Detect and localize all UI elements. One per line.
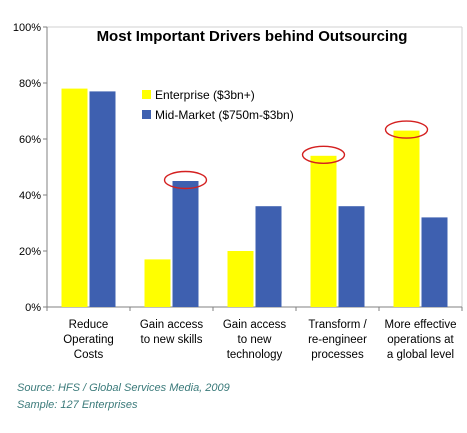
bar [421,217,448,307]
x-category-label-line: technology [227,349,283,361]
x-category-label-line: Costs [74,349,104,361]
x-category-label-line: Operating [63,334,114,346]
x-category-label: More effective operations at a global leve… [384,319,456,361]
legend-label: Mid-Market ($750m-$3bn) [155,108,294,122]
x-category-label-line: a global level [387,349,454,361]
bar [310,155,337,307]
chart-title: Most Important Drivers behind Outsourcin… [97,28,408,45]
x-category-label-line: More effective [384,319,456,331]
highlight-ellipse [301,145,346,165]
bar [338,206,365,307]
x-category-label: Reduce Operating Costs [63,319,114,361]
x-category-label-line: processes [311,349,364,361]
legend-label: Enterprise ($3bn+) [155,88,255,102]
x-category-label: Transform / re-engineer processes [308,319,367,361]
bar [255,206,282,307]
x-category-label-line: re-engineer [308,334,367,346]
y-tick-label: 100% [13,22,41,34]
y-tick-label: 80% [19,78,41,90]
x-category-label-line: Transform / [308,319,367,331]
x-category-label-line: to new skills [141,334,203,346]
legend-swatch [142,90,151,99]
highlight-ellipse [163,170,208,190]
y-tick-label: 60% [19,134,41,146]
x-category-label-line: Reduce [69,319,109,331]
x-category-label-line: Gain access [140,319,204,331]
source-note: Source: HFS / Global Services Media, 200… [17,382,230,394]
y-tick-label: 0% [25,302,41,314]
bar [144,259,171,307]
x-category-label-line: operations at [387,334,454,346]
category-labels: Reduce Operating Costs Gain access to new sk… [63,319,456,361]
bar [172,181,199,307]
bar-layer [61,88,448,308]
highlight-ellipse [384,120,429,139]
legend: Enterprise ($3bn+) Mid-Market ($750m-$3bn… [142,88,294,122]
bar [61,88,88,307]
axis-layer: 0% 20% 40% 60% 80% 100% [13,22,463,314]
x-category-label-line: Gain access [223,319,287,331]
bar [227,251,254,307]
x-category-label-line: to new [238,334,273,346]
legend-swatch [142,110,151,119]
sample-note: Sample: 127 Enterprises [17,399,138,411]
y-tick-label: 20% [19,246,41,258]
bar-chart: Most Important Drivers behind Outsourcin… [12,22,463,361]
bar [89,91,116,308]
y-tick-label: 40% [19,190,41,202]
x-category-label: Gain access to new technology [223,319,287,361]
highlight-layer [163,120,429,190]
x-category-label: Gain access to new skills [140,319,204,346]
bar [393,130,420,307]
